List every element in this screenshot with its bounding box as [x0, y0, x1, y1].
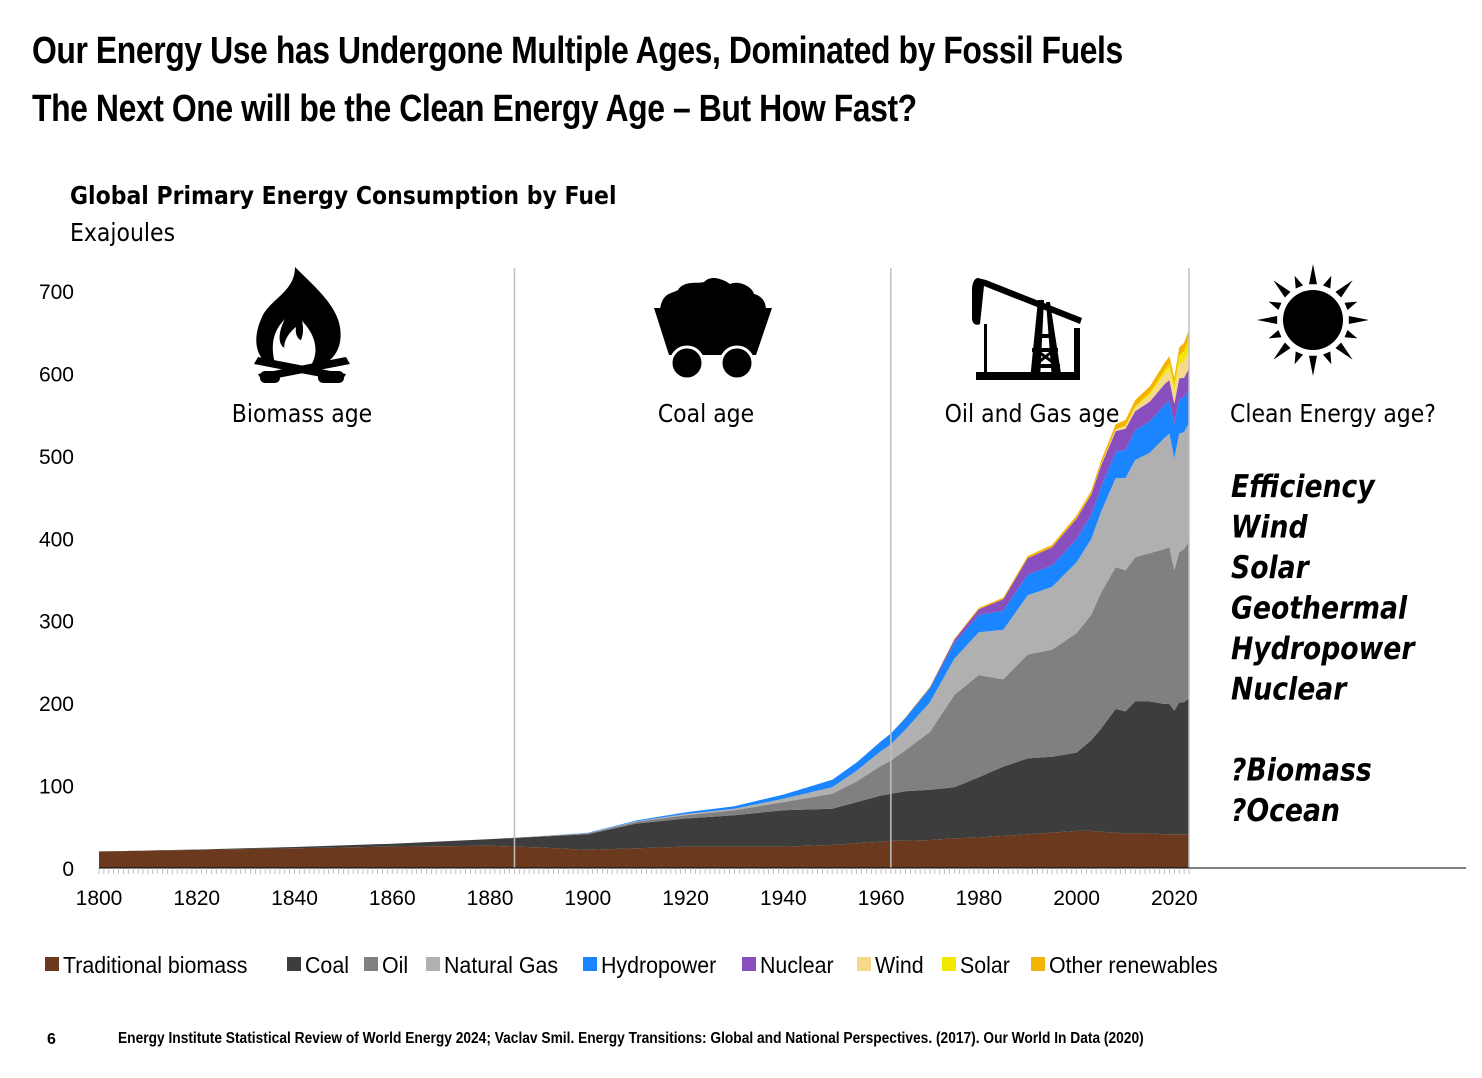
legend-label: Coal — [305, 952, 349, 978]
legend-swatch — [857, 957, 871, 971]
legend-swatch — [364, 957, 378, 971]
sun-ray — [1268, 301, 1282, 310]
campfire-icon — [254, 267, 350, 383]
legend-label: Oil — [382, 952, 408, 978]
sun-icon — [1257, 264, 1369, 376]
source-citation: Energy Institute Statistical Review of W… — [118, 1030, 1144, 1047]
clean-option: Hydropower — [1231, 630, 1416, 666]
age-label: Clean Energy age? — [1230, 399, 1436, 429]
series-area-coal — [99, 698, 1189, 852]
legend: Traditional biomass Coal Oil Natural Gas Hyd… — [45, 952, 1218, 978]
series-area-oil — [99, 541, 1189, 852]
sun-ray — [1294, 275, 1303, 289]
sun-ray — [1344, 330, 1358, 339]
clean-option: Geothermal — [1231, 590, 1408, 626]
y-tick-label: 600 — [39, 363, 74, 386]
y-tick-label: 300 — [39, 611, 74, 634]
chart-title: Global Primary Energy Consumption by Fue… — [70, 181, 617, 210]
y-tick-label: 400 — [39, 528, 74, 551]
legend-swatch — [742, 957, 756, 971]
clean-option: ?Ocean — [1231, 792, 1340, 828]
x-tick-label: 1820 — [173, 887, 220, 910]
series-area-traditional-biomass — [99, 830, 1189, 868]
x-tick-label: 1960 — [858, 887, 905, 910]
legend-label: Solar — [960, 952, 1010, 978]
chart-unit-label: Exajoules — [70, 218, 176, 247]
y-tick-label: 100 — [39, 776, 74, 799]
legend-label: Wind — [875, 952, 924, 978]
clean-option: ?Biomass — [1231, 752, 1372, 788]
y-tick-label: 700 — [39, 281, 74, 304]
x-tick-label: 1920 — [662, 887, 709, 910]
clean-option: Nuclear — [1231, 671, 1348, 707]
x-tick-label: 1880 — [467, 887, 514, 910]
sun-rays — [1257, 264, 1369, 376]
x-tick-label: 2000 — [1053, 887, 1100, 910]
age-label: Biomass age — [232, 399, 372, 429]
sun-ray — [1294, 351, 1303, 365]
legend-label: Other renewables — [1049, 952, 1218, 978]
sun-ray — [1273, 280, 1291, 298]
age-labels-layer: Biomass age Coal age Oil and Gas age Clean … — [232, 399, 1436, 429]
sun-ray — [1323, 351, 1332, 365]
age-divider-layer — [513, 268, 1190, 868]
sun-ray — [1257, 316, 1278, 324]
clean-option: Solar — [1231, 549, 1310, 585]
sun-ray — [1344, 301, 1358, 310]
energy-area-chart: 1800 1820 1840 1860 1880 1900 1920 1940 1960 1980… — [39, 264, 1466, 978]
legend-swatch — [1031, 957, 1045, 971]
y-tick-label: 0 — [62, 858, 74, 881]
legend-label: Nuclear — [760, 952, 834, 978]
legend-swatch — [583, 957, 597, 971]
legend-swatch — [426, 957, 440, 971]
x-tick-label: 1980 — [955, 887, 1002, 910]
coal-cart-icon — [654, 278, 772, 381]
x-tick-label: 2020 — [1151, 887, 1198, 910]
sun-ray — [1335, 342, 1353, 360]
oil-pump-icon — [972, 278, 1082, 380]
sun-ray — [1323, 275, 1332, 289]
headline-line-2: The Next One will be the Clean Energy Ag… — [32, 88, 917, 130]
clean-option: Wind — [1231, 509, 1308, 545]
chart-area-layer — [99, 329, 1189, 868]
sun-ray — [1309, 355, 1317, 376]
sun-ray — [1348, 316, 1369, 324]
x-tick-label: 1800 — [76, 887, 123, 910]
legend-label: Hydropower — [601, 952, 717, 978]
axes-layer: 1800 1820 1840 1860 1880 1900 1920 1940 1960 1980… — [39, 281, 1466, 910]
y-tick-label: 500 — [39, 446, 74, 469]
page-number: 6 — [47, 1031, 56, 1048]
sun-ray — [1335, 280, 1353, 298]
x-tick-label: 1940 — [760, 887, 807, 910]
x-tick-label: 1900 — [564, 887, 611, 910]
age-label: Oil and Gas age — [945, 399, 1120, 429]
legend-label: Traditional biomass — [63, 952, 247, 978]
sun-ray — [1273, 342, 1291, 360]
sun-ray — [1268, 330, 1282, 339]
legend-swatch — [287, 957, 301, 971]
legend-label: Natural Gas — [444, 952, 558, 978]
clean-energy-options-list: Efficiency Wind Solar Geothermal Hydropower N… — [1231, 468, 1416, 828]
legend-swatch — [942, 957, 956, 971]
clean-option: Efficiency — [1231, 468, 1376, 504]
x-tick-label: 1840 — [271, 887, 318, 910]
sun-ray — [1309, 264, 1317, 285]
headline-line-1: Our Energy Use has Undergone Multiple Ag… — [32, 30, 1123, 72]
legend-swatch — [45, 957, 59, 971]
age-label: Coal age — [658, 399, 754, 429]
y-tick-label: 200 — [39, 693, 74, 716]
x-tick-label: 1860 — [369, 887, 416, 910]
